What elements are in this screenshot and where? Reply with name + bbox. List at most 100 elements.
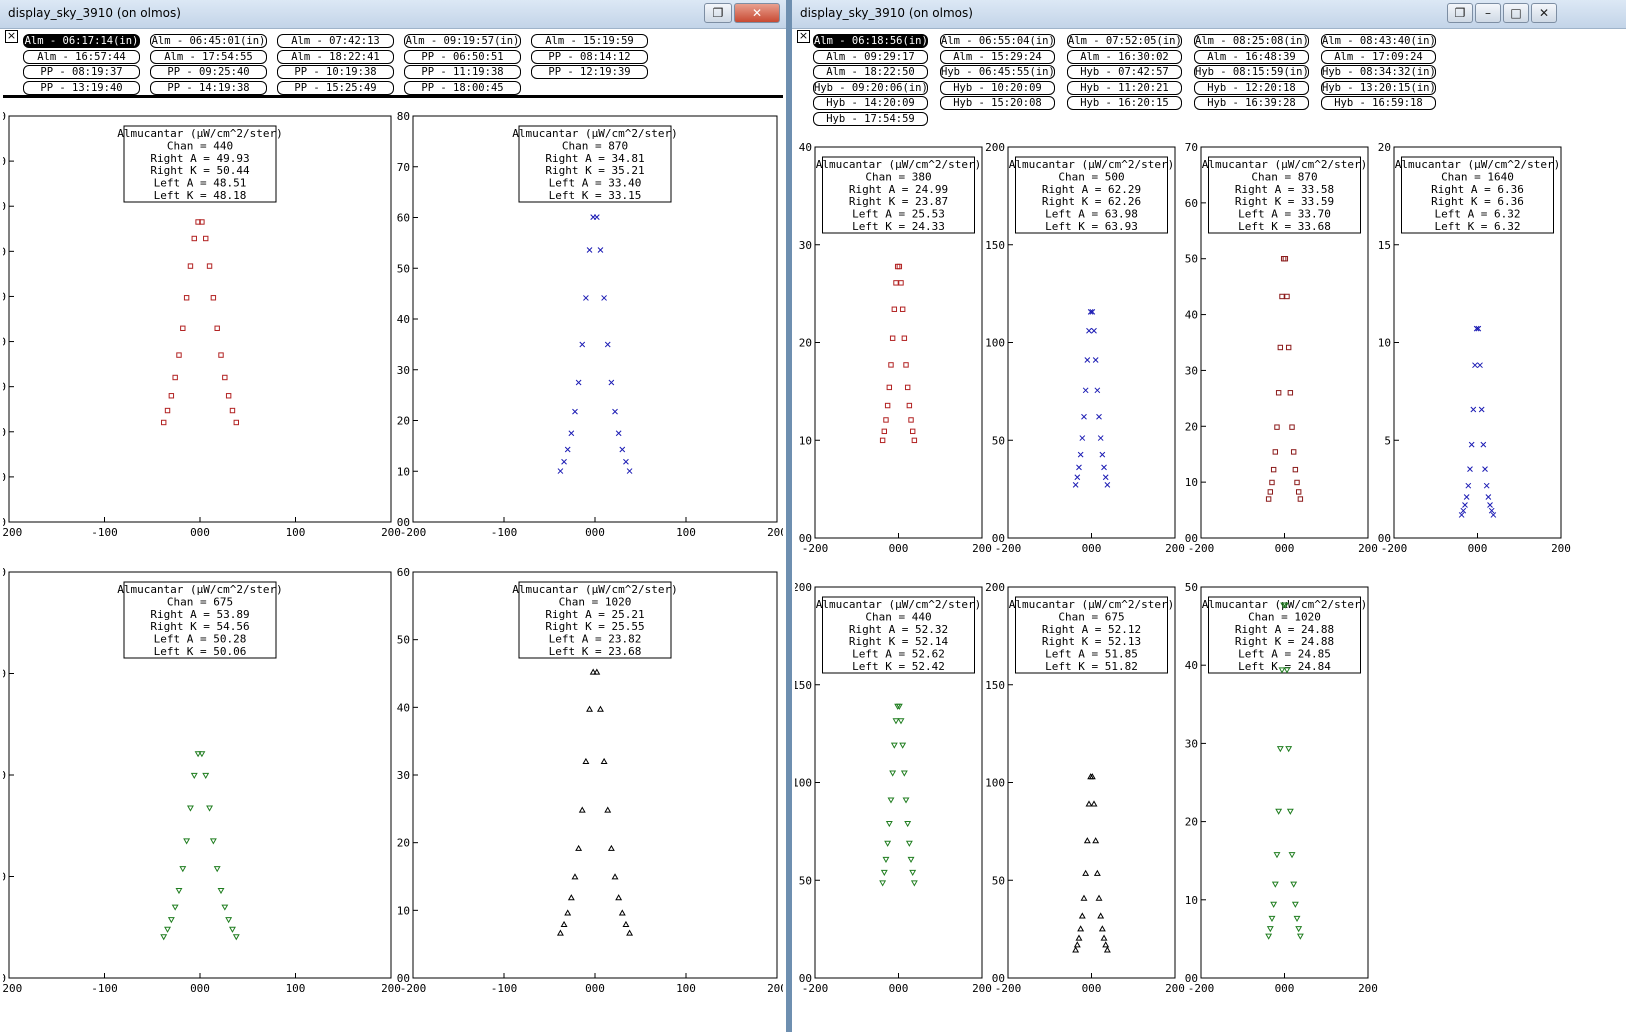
right-scan-button[interactable]: Hyb - 09:20:06(in) xyxy=(813,80,928,95)
left-scan-button[interactable]: PP - 11:19:38 xyxy=(404,65,521,80)
x-tick-label: 000 xyxy=(1275,542,1295,555)
left-scan-button[interactable]: Alm - 17:54:55 xyxy=(150,49,267,64)
left-scan-button[interactable]: PP - 12:19:39 xyxy=(531,65,648,80)
close-box-icon[interactable]: × xyxy=(797,29,810,43)
left-scan-button[interactable]: PP - 18:00:45 xyxy=(404,80,521,95)
chart-3: 00 10 20 30 40 50 60 -200 -100 000 100 200 Almucanta… xyxy=(397,566,783,995)
right-scan-button[interactable]: Hyb - 16:39:28 xyxy=(1194,96,1309,111)
y-tick-label: 10 xyxy=(397,904,410,917)
data-point xyxy=(880,869,888,877)
right-scan-button[interactable]: Alm - 16:30:02 xyxy=(1067,49,1182,64)
data-point xyxy=(556,929,564,936)
left-scan-button[interactable]: Alm - 06:45:01(in) xyxy=(150,34,267,48)
right-scan-button[interactable]: Alm - 06:18:56(in) xyxy=(813,34,928,48)
data-point xyxy=(1072,946,1080,953)
right-scan-button[interactable]: Alm - 18:22:50 xyxy=(813,65,928,80)
right-scan-button[interactable]: Hyb - 12:20:18 xyxy=(1194,80,1309,95)
legend-line: Left A = 52.62 xyxy=(852,648,945,661)
data-point xyxy=(1270,901,1278,908)
data-point xyxy=(1077,451,1084,458)
left-scan-button[interactable]: PP - 14:19:38 xyxy=(150,80,267,95)
data-point xyxy=(206,263,213,269)
data-point xyxy=(168,393,175,399)
left-scan-button[interactable]: Alm - 18:22:41 xyxy=(277,49,394,64)
left-scan-button[interactable]: Alm - 07:42:13 xyxy=(277,34,394,48)
y-tick-label: 10 xyxy=(1378,337,1391,350)
right-scan-button[interactable]: Hyb - 16:59:18 xyxy=(1321,96,1436,111)
data-point xyxy=(225,917,233,924)
y-tick-label: 60 xyxy=(1185,197,1198,210)
data-point xyxy=(1269,479,1275,486)
data-point xyxy=(1102,941,1110,948)
right-scan-button[interactable]: Alm - 15:29:24 xyxy=(940,49,1055,64)
data-point xyxy=(213,866,221,873)
data-point xyxy=(1090,800,1098,807)
right-scan-button[interactable]: Alm - 08:43:40(in) xyxy=(1321,34,1436,48)
close-box-icon[interactable]: × xyxy=(5,29,18,43)
left-scan-button[interactable]: Alm - 09:19:57(in) xyxy=(404,34,521,48)
right-scan-button[interactable]: Hyb - 13:20:15(in) xyxy=(1321,80,1436,95)
data-point xyxy=(217,887,225,895)
right-scan-button[interactable]: Hyb - 11:20:21 xyxy=(1067,80,1182,95)
left-scan-button[interactable]: PP - 10:19:38 xyxy=(277,65,394,80)
data-point xyxy=(907,856,915,864)
right-scan-button[interactable]: Hyb - 16:20:15 xyxy=(1067,96,1182,111)
right-scan-button[interactable]: Hyb - 14:20:09 xyxy=(813,96,928,111)
restore-icon[interactable]: ❐ xyxy=(704,3,732,23)
minimize-icon[interactable]: – xyxy=(1475,3,1501,23)
x-tick-label: -100 xyxy=(491,982,518,995)
legend: Almucantar (µW/cm^2/ster)Chan = 380Right… xyxy=(816,156,981,234)
close-icon[interactable]: ✕ xyxy=(1531,3,1557,23)
left-scan-button[interactable]: PP - 09:25:40 xyxy=(150,65,267,80)
legend-line: Left K = 48.18 xyxy=(154,189,247,202)
y-tick-label: 20 xyxy=(397,415,410,428)
left-scan-button[interactable]: PP - 08:19:37 xyxy=(23,65,140,80)
right-scan-button[interactable]: Alm - 09:29:17 xyxy=(813,49,928,64)
left-scan-button[interactable]: PP - 13:19:40 xyxy=(23,80,140,95)
legend: Almucantar (µW/cm^2/ster)Chan = 440Right… xyxy=(117,125,283,203)
data-point xyxy=(1073,941,1081,948)
left-button-bar: × Alm - 06:17:14(in) Alm - 06:45:01(in) Al… xyxy=(3,29,783,98)
y-tick-label: 00 xyxy=(1185,972,1198,985)
legend-line: Left K = 23.68 xyxy=(549,645,642,658)
left-scan-button[interactable]: PP - 06:50:51 xyxy=(404,49,521,64)
data-point xyxy=(1291,901,1299,908)
right-scan-button[interactable]: Alm - 17:09:24 xyxy=(1321,49,1436,64)
legend-line: Chan = 1020 xyxy=(559,595,632,608)
right-scan-button[interactable]: Hyb - 08:15:59(in) xyxy=(1194,65,1309,80)
legend-line: Left K = 6.32 xyxy=(1434,220,1520,233)
y-tick-label: 00 xyxy=(397,516,410,529)
right-scan-button[interactable]: Alm - 06:55:04(in) xyxy=(940,34,1055,48)
data-point xyxy=(888,362,894,368)
x-tick-label: 100 xyxy=(676,526,696,539)
chart-10: 00 10 20 30 40 50 -200 000 200 Almucantar (µW/cm^… xyxy=(1185,581,1378,995)
close-icon[interactable]: ✕ xyxy=(734,3,780,23)
legend-line: Chan = 440 xyxy=(865,610,931,623)
left-scan-button[interactable]: Alm - 15:19:59 xyxy=(531,34,648,48)
left-scan-button[interactable]: Alm - 06:17:14(in) xyxy=(23,34,140,48)
y-tick-label: 10 xyxy=(3,471,6,484)
maximize-icon[interactable]: □ xyxy=(1503,3,1529,23)
y-tick-label: 30 xyxy=(397,364,410,377)
y-tick-label: 200 xyxy=(985,141,1005,154)
right-scan-button[interactable]: Hyb - 10:20:09 xyxy=(940,80,1055,95)
data-point xyxy=(879,880,887,887)
data-point xyxy=(891,306,898,312)
left-scan-button[interactable]: PP - 15:25:49 xyxy=(277,80,394,95)
data-point xyxy=(1093,869,1101,876)
left-scan-button[interactable]: Alm - 16:57:44 xyxy=(23,49,140,64)
data-point xyxy=(1082,869,1090,876)
right-scan-button[interactable]: Hyb - 15:20:08 xyxy=(940,96,1055,111)
right-scan-button[interactable]: Alm - 07:52:05(in) xyxy=(1067,34,1182,48)
y-tick-label: 50 xyxy=(799,874,812,887)
right-scan-button[interactable]: Alm - 16:48:39 xyxy=(1194,49,1309,64)
y-tick-label: 100 xyxy=(3,769,6,782)
right-scan-button[interactable]: Alm - 08:25:08(in) xyxy=(1194,34,1309,48)
right-scan-button[interactable]: Hyb - 07:42:57 xyxy=(1067,65,1182,80)
left-scan-button[interactable]: PP - 08:14:12 xyxy=(531,49,648,64)
right-scan-button[interactable]: Hyb - 08:34:32(in) xyxy=(1321,65,1436,80)
right-scan-button[interactable]: Hyb - 17:54:59 xyxy=(813,112,928,126)
restore-icon[interactable]: ❐ xyxy=(1447,3,1473,23)
data-point xyxy=(1279,293,1285,300)
right-scan-button[interactable]: Hyb - 06:45:55(in) xyxy=(940,65,1055,80)
